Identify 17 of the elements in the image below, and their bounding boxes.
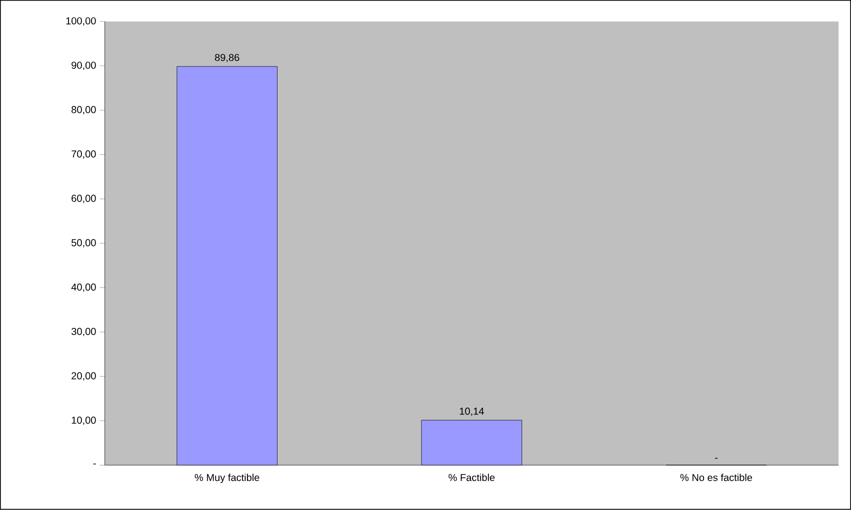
x-tick-label: % Factible — [448, 474, 495, 482]
y-tick-label: 60,00 — [72, 194, 96, 204]
y-tick-label: 20,00 — [72, 372, 96, 381]
y-tick-label: 40,00 — [71, 284, 96, 292]
data-label: 10,14 — [460, 408, 484, 416]
y-tick-label: 70,00 — [72, 150, 96, 159]
data-label: 89,86 — [214, 54, 240, 62]
y-tick-label: 80,00 — [72, 106, 96, 114]
x-tick-label: % Muy factible — [194, 474, 260, 484]
y-tick-label: 50,00 — [72, 239, 96, 248]
y-tick-label: 90,00 — [72, 62, 96, 70]
y-tick-label: 10,00 — [72, 416, 96, 426]
y-tick-label: 30,00 — [71, 328, 96, 336]
x-tick-label: % No es factible — [680, 474, 752, 482]
data-label: - — [715, 458, 718, 459]
y-tick-label: - — [93, 464, 96, 465]
y-tick-label: 100,00 — [66, 17, 96, 26]
